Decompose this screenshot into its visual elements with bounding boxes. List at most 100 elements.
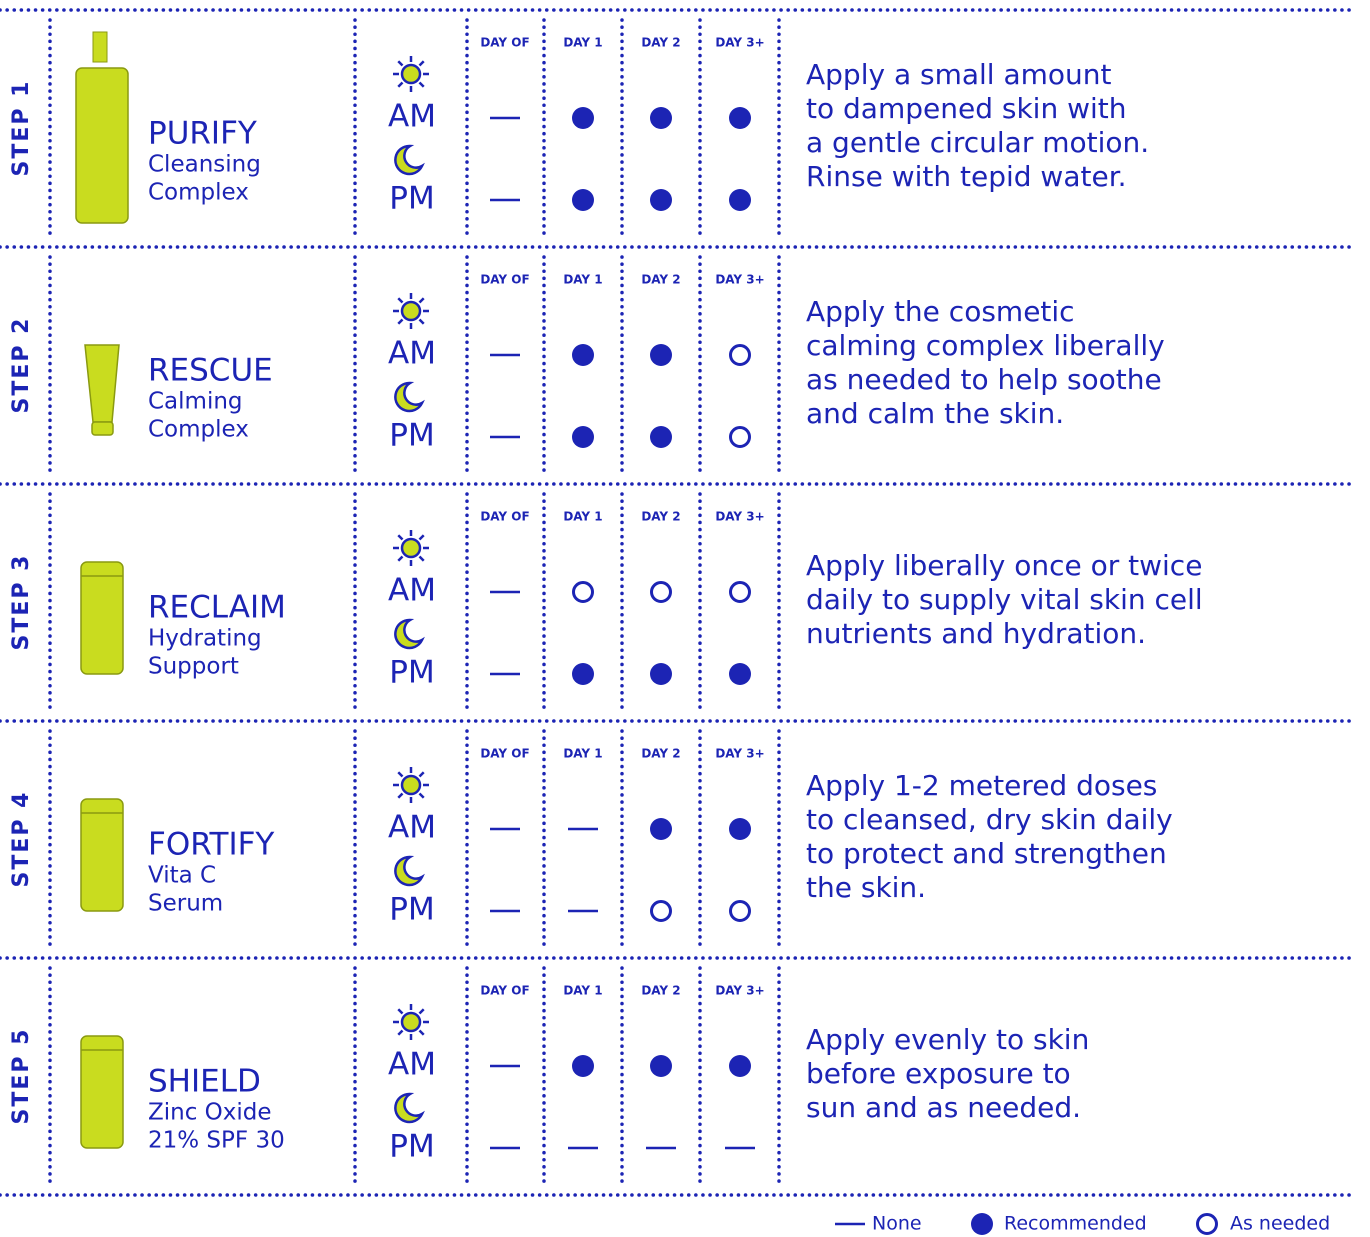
mark-as-needed <box>650 581 672 603</box>
pm-label: PM <box>389 655 434 691</box>
description-line: Apply liberally once or twice <box>806 549 1202 582</box>
sun-ray <box>418 318 425 325</box>
mark-as-needed <box>1196 1213 1218 1235</box>
day-header: DAY 3+ <box>715 36 764 50</box>
sun-ray <box>418 534 425 541</box>
mark-recommended <box>650 189 672 211</box>
mark-recommended <box>650 663 672 685</box>
product-subtitle: Support <box>148 654 239 680</box>
legend-label: None <box>872 1213 922 1235</box>
step-label: STEP 5 <box>9 1028 34 1125</box>
moon-icon <box>394 618 425 650</box>
day-header: DAY 3+ <box>715 984 764 998</box>
mark-recommended <box>971 1213 993 1235</box>
step-label: STEP 4 <box>9 791 34 888</box>
description-line: to dampened skin with <box>806 92 1127 125</box>
sun-ray <box>397 792 404 799</box>
am-label: AM <box>388 1047 436 1083</box>
sun-icon <box>400 1011 422 1033</box>
product-name: RESCUE <box>148 353 273 389</box>
mark-as-needed <box>572 581 594 603</box>
sun-icon <box>400 300 422 322</box>
description-line: calming complex liberally <box>806 329 1165 362</box>
description-line: Rinse with tepid water. <box>806 160 1127 193</box>
day-header: DAY 3+ <box>715 747 764 761</box>
sun-ray <box>397 771 404 778</box>
sun-ray <box>418 1029 425 1036</box>
mark-recommended <box>650 426 672 448</box>
description-line: sun and as needed. <box>806 1091 1081 1124</box>
day-header: DAY 1 <box>563 984 602 998</box>
pm-label: PM <box>389 181 434 217</box>
moon-icon <box>394 1092 425 1124</box>
day-header: DAY 2 <box>641 984 680 998</box>
product-subtitle: Zinc Oxide <box>148 1100 272 1126</box>
mark-recommended <box>572 1055 594 1077</box>
product-subtitle: Complex <box>148 180 249 206</box>
sun-ray <box>397 1029 404 1036</box>
sun-icon <box>400 774 422 796</box>
sun-ray <box>418 60 425 67</box>
mark-recommended <box>729 189 751 211</box>
sun-icon <box>400 63 422 85</box>
mark-as-needed <box>650 900 672 922</box>
sun-ray <box>418 771 425 778</box>
legend-label: Recommended <box>1004 1213 1147 1235</box>
product-subtitle: Vita C <box>148 863 216 889</box>
description-line: a gentle circular motion. <box>806 126 1149 159</box>
day-header: DAY OF <box>480 36 529 50</box>
am-label: AM <box>388 573 436 609</box>
mark-as-needed <box>729 581 751 603</box>
sun-ray <box>397 555 404 562</box>
day-header: DAY 2 <box>641 747 680 761</box>
mark-recommended <box>572 189 594 211</box>
sun-ray <box>418 81 425 88</box>
jar <box>80 1035 124 1149</box>
mark-recommended <box>729 663 751 685</box>
day-header: DAY 1 <box>563 273 602 287</box>
sun-ray <box>397 318 404 325</box>
sun-ray <box>418 555 425 562</box>
am-label: AM <box>388 810 436 846</box>
product-name: SHIELD <box>148 1064 261 1100</box>
day-header: DAY 1 <box>563 36 602 50</box>
mark-recommended <box>572 663 594 685</box>
mark-recommended <box>650 107 672 129</box>
day-header: DAY 3+ <box>715 510 764 524</box>
sun-ray <box>418 1008 425 1015</box>
description-line: Apply 1-2 metered doses <box>806 769 1157 802</box>
product-name: FORTIFY <box>148 827 274 863</box>
day-header: DAY OF <box>480 510 529 524</box>
day-header: DAY 2 <box>641 510 680 524</box>
product-name: PURIFY <box>148 116 257 152</box>
sun-ray <box>397 297 404 304</box>
am-label: AM <box>388 99 436 135</box>
product-subtitle: Calming <box>148 389 243 415</box>
mark-recommended <box>729 818 751 840</box>
product-subtitle: Cleansing <box>148 152 261 178</box>
description-line: Apply a small amount <box>806 58 1112 91</box>
description-line: to protect and strengthen <box>806 837 1167 870</box>
product-name: RECLAIM <box>148 590 286 626</box>
pm-label: PM <box>389 892 434 928</box>
sun-ray <box>397 534 404 541</box>
sun-ray <box>397 1008 404 1015</box>
mark-recommended <box>650 1055 672 1077</box>
description-line: Apply evenly to skin <box>806 1023 1089 1056</box>
pm-label: PM <box>389 418 434 454</box>
bottle <box>75 67 129 224</box>
mark-as-needed <box>729 426 751 448</box>
description-line: the skin. <box>806 871 926 904</box>
mark-recommended <box>572 107 594 129</box>
moon-icon <box>394 381 425 413</box>
day-header: DAY OF <box>480 273 529 287</box>
mark-recommended <box>572 344 594 366</box>
day-header: DAY 3+ <box>715 273 764 287</box>
mark-as-needed <box>729 344 751 366</box>
moon-icon <box>394 855 425 887</box>
tube-cap <box>91 421 114 436</box>
product-subtitle: 21% SPF 30 <box>148 1128 285 1154</box>
mark-as-needed <box>729 900 751 922</box>
step-label: STEP 2 <box>9 317 34 414</box>
day-header: DAY OF <box>480 747 529 761</box>
